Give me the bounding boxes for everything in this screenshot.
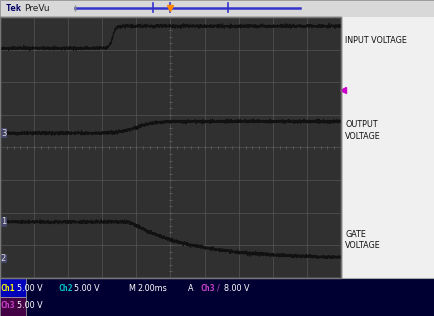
Text: 2: 2 — [1, 254, 6, 263]
Text: A: A — [187, 284, 193, 293]
Text: 3: 3 — [1, 129, 6, 138]
Bar — [0, 0, 434, 17]
Text: 5.00 V: 5.00 V — [74, 284, 99, 293]
Text: Tek: Tek — [5, 4, 21, 13]
Text: 5.00 V: 5.00 V — [16, 284, 42, 293]
Text: Ch2: Ch2 — [59, 284, 73, 293]
Text: M: M — [128, 284, 135, 293]
Text: Ch3: Ch3 — [200, 284, 214, 293]
Text: INPUT VOLTAGE: INPUT VOLTAGE — [345, 36, 406, 45]
Text: PreVu: PreVu — [24, 4, 49, 13]
Text: GATE
VOLTAGE: GATE VOLTAGE — [345, 230, 380, 250]
Text: 5.00 V: 5.00 V — [16, 301, 42, 310]
Text: /: / — [217, 284, 220, 293]
Bar — [0, 17, 340, 278]
Bar — [340, 17, 434, 278]
Text: Ch3: Ch3 — [1, 301, 16, 310]
Bar — [0, 297, 26, 316]
Bar — [0, 278, 434, 316]
Text: Ch1: Ch1 — [1, 284, 16, 293]
Text: 1: 1 — [1, 217, 6, 226]
Bar — [0, 278, 26, 297]
Text: 8.00 V: 8.00 V — [224, 284, 249, 293]
Text: OUTPUT
VOLTAGE: OUTPUT VOLTAGE — [345, 120, 380, 141]
Text: 2.00ms: 2.00ms — [137, 284, 166, 293]
